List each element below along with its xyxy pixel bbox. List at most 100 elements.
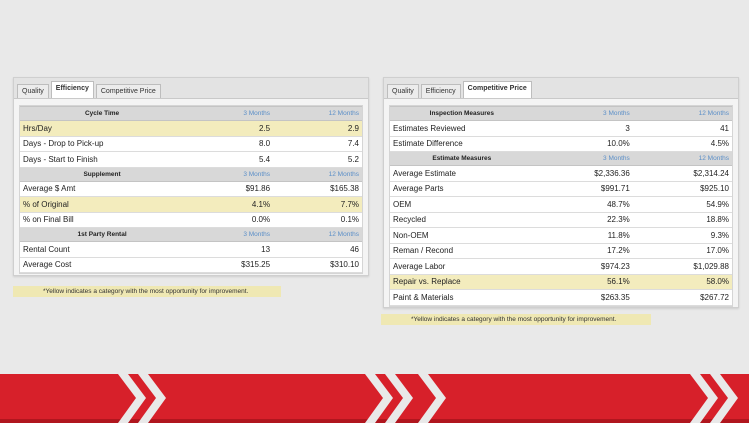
value-12-months: $1,029.88 xyxy=(632,258,732,275)
value-3-months: 0.0% xyxy=(184,212,274,228)
section-title: Cycle Time xyxy=(20,106,185,121)
tab-competitive-price[interactable]: Competitive Price xyxy=(95,84,161,98)
value-12-months: 2.9 xyxy=(273,120,362,137)
table-row: Estimates Reviewed 3 41 xyxy=(390,120,732,137)
column-header-12-months: 12 Months xyxy=(273,227,362,242)
competitive-price-table: Inspection Measures 3 Months 12 Months Esti… xyxy=(390,106,732,306)
value-12-months: 7.7% xyxy=(273,196,362,213)
row-label: Average Estimate xyxy=(390,165,534,182)
table-row: Days - Drop to Pick-up 8.0 7.4 xyxy=(20,136,362,152)
efficiency-table-container: Cycle Time 3 Months 12 Months Hrs/Day 2.5 2.9… xyxy=(19,105,363,274)
section-header-row: Supplement 3 Months 12 Months xyxy=(20,166,362,182)
chevron-group-3 xyxy=(690,374,738,423)
value-3-months: 3 xyxy=(533,120,633,137)
section-header-row: Cycle Time 3 Months 12 Months xyxy=(20,106,362,121)
section-title: 1st Party Rental xyxy=(20,227,185,242)
chevron-icon xyxy=(118,374,146,423)
value-3-months: $315.25 xyxy=(184,257,274,273)
row-label: % on Final Bill xyxy=(20,212,185,228)
row-label: OEM xyxy=(390,196,534,213)
left-tab-bar: Quality Efficiency Competitive Price xyxy=(14,78,368,99)
table-row: OEM 48.7% 54.9% xyxy=(390,196,732,213)
chevron-icon xyxy=(418,374,446,423)
row-label: Days - Start to Finish xyxy=(20,151,185,168)
competitive-price-table-container: Inspection Measures 3 Months 12 Months Esti… xyxy=(389,105,733,307)
value-12-months: 0.1% xyxy=(273,212,362,228)
table-row: Average Labor $974.23 $1,029.88 xyxy=(390,258,732,275)
competitive-price-panel: Quality Efficiency Competitive Price Inspe… xyxy=(383,77,739,308)
left-yellow-note: *Yellow indicates a category with the mo… xyxy=(13,286,281,297)
section-header-row: Estimate Measures 3 Months 12 Months xyxy=(390,151,732,166)
value-12-months: 18.8% xyxy=(632,212,732,228)
efficiency-table: Cycle Time 3 Months 12 Months Hrs/Day 2.5 2.9… xyxy=(20,106,362,273)
table-row: Rental Count 13 46 xyxy=(20,241,362,258)
value-3-months: $263.35 xyxy=(533,289,633,306)
section-title: Supplement xyxy=(20,166,185,182)
table-row: Average Parts $991.71 $925.10 xyxy=(390,181,732,197)
value-12-months: 5.2 xyxy=(273,151,362,168)
table-row: Hrs/Day 2.5 2.9 xyxy=(20,120,362,137)
table-row: Average Cost $315.25 $310.10 xyxy=(20,257,362,273)
chevron-icon xyxy=(365,374,393,423)
table-row: Days - Start to Finish 5.4 5.2 xyxy=(20,151,362,168)
table-row: % of Original 4.1% 7.7% xyxy=(20,196,362,213)
table-row: % on Final Bill 0.0% 0.1% xyxy=(20,212,362,228)
table-row: Average $ Amt $91.86 $165.38 xyxy=(20,181,362,197)
row-label: Hrs/Day xyxy=(20,120,185,137)
chevron-group-2 xyxy=(365,374,446,423)
section-header-row: Inspection Measures 3 Months 12 Months xyxy=(390,106,732,121)
right-tab-bar: Quality Efficiency Competitive Price xyxy=(384,78,738,99)
value-3-months: 13 xyxy=(184,241,274,258)
row-label: Rental Count xyxy=(20,241,185,258)
value-12-months: 17.0% xyxy=(632,243,732,259)
section-title: Inspection Measures xyxy=(390,106,534,121)
tab-competitive-price[interactable]: Competitive Price xyxy=(462,81,532,98)
tab-quality[interactable]: Quality xyxy=(17,84,49,98)
value-3-months: 5.4 xyxy=(184,151,274,168)
efficiency-panel: Quality Efficiency Competitive Price Cycle… xyxy=(13,77,369,276)
value-12-months: 7.4 xyxy=(273,136,362,152)
row-label: Reman / Recond xyxy=(390,243,534,259)
value-3-months: 22.3% xyxy=(533,212,633,228)
row-label: Average Labor xyxy=(390,258,534,275)
row-label: Estimates Reviewed xyxy=(390,120,534,137)
tab-efficiency[interactable]: Efficiency xyxy=(50,81,94,98)
chevron-icon xyxy=(690,374,718,423)
value-12-months: $925.10 xyxy=(632,181,732,197)
table-row: Non-OEM 11.8% 9.3% xyxy=(390,227,732,244)
value-12-months: 46 xyxy=(273,241,362,258)
section-header-row: 1st Party Rental 3 Months 12 Months xyxy=(20,227,362,242)
value-12-months: $2,314.24 xyxy=(632,165,732,182)
column-header-3-months: 3 Months xyxy=(184,166,274,182)
section-title: Estimate Measures xyxy=(390,151,534,166)
value-12-months: $310.10 xyxy=(273,257,362,273)
row-label: Paint & Materials xyxy=(390,289,534,306)
chevron-icon xyxy=(138,374,166,423)
row-label: Average Parts xyxy=(390,181,534,197)
value-3-months: 48.7% xyxy=(533,196,633,213)
tab-efficiency[interactable]: Efficiency xyxy=(420,84,461,98)
value-12-months: 4.5% xyxy=(632,136,732,152)
value-3-months: $91.86 xyxy=(184,181,274,197)
column-header-3-months: 3 Months xyxy=(184,106,274,121)
row-label: Days - Drop to Pick-up xyxy=(20,136,185,152)
row-label: Average $ Amt xyxy=(20,181,185,197)
value-3-months: $2,336.36 xyxy=(533,165,633,182)
table-row: Recycled 22.3% 18.8% xyxy=(390,212,732,228)
table-row: Repair vs. Replace 56.1% 58.0% xyxy=(390,274,732,290)
value-12-months: 41 xyxy=(632,120,732,137)
value-3-months: 56.1% xyxy=(533,274,633,290)
row-label: Non-OEM xyxy=(390,227,534,244)
row-label: Recycled xyxy=(390,212,534,228)
chevron-group-1 xyxy=(118,374,166,423)
chevron-icon xyxy=(710,374,738,423)
table-row: Average Estimate $2,336.36 $2,314.24 xyxy=(390,165,732,182)
table-row: Paint & Materials $263.35 $267.72 xyxy=(390,289,732,306)
value-3-months: 8.0 xyxy=(184,136,274,152)
tab-quality[interactable]: Quality xyxy=(387,84,419,98)
column-header-12-months: 12 Months xyxy=(273,166,362,182)
chevron-icon xyxy=(385,374,413,423)
value-12-months: 58.0% xyxy=(632,274,732,290)
row-label: Estimate Difference xyxy=(390,136,534,152)
value-3-months: 2.5 xyxy=(184,120,274,137)
